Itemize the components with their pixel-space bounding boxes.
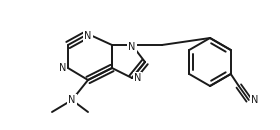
Text: N: N bbox=[68, 95, 76, 105]
Text: N: N bbox=[134, 73, 141, 83]
Text: N: N bbox=[251, 95, 258, 105]
Text: N: N bbox=[128, 42, 136, 52]
Text: N: N bbox=[59, 63, 66, 73]
Text: N: N bbox=[84, 31, 92, 41]
